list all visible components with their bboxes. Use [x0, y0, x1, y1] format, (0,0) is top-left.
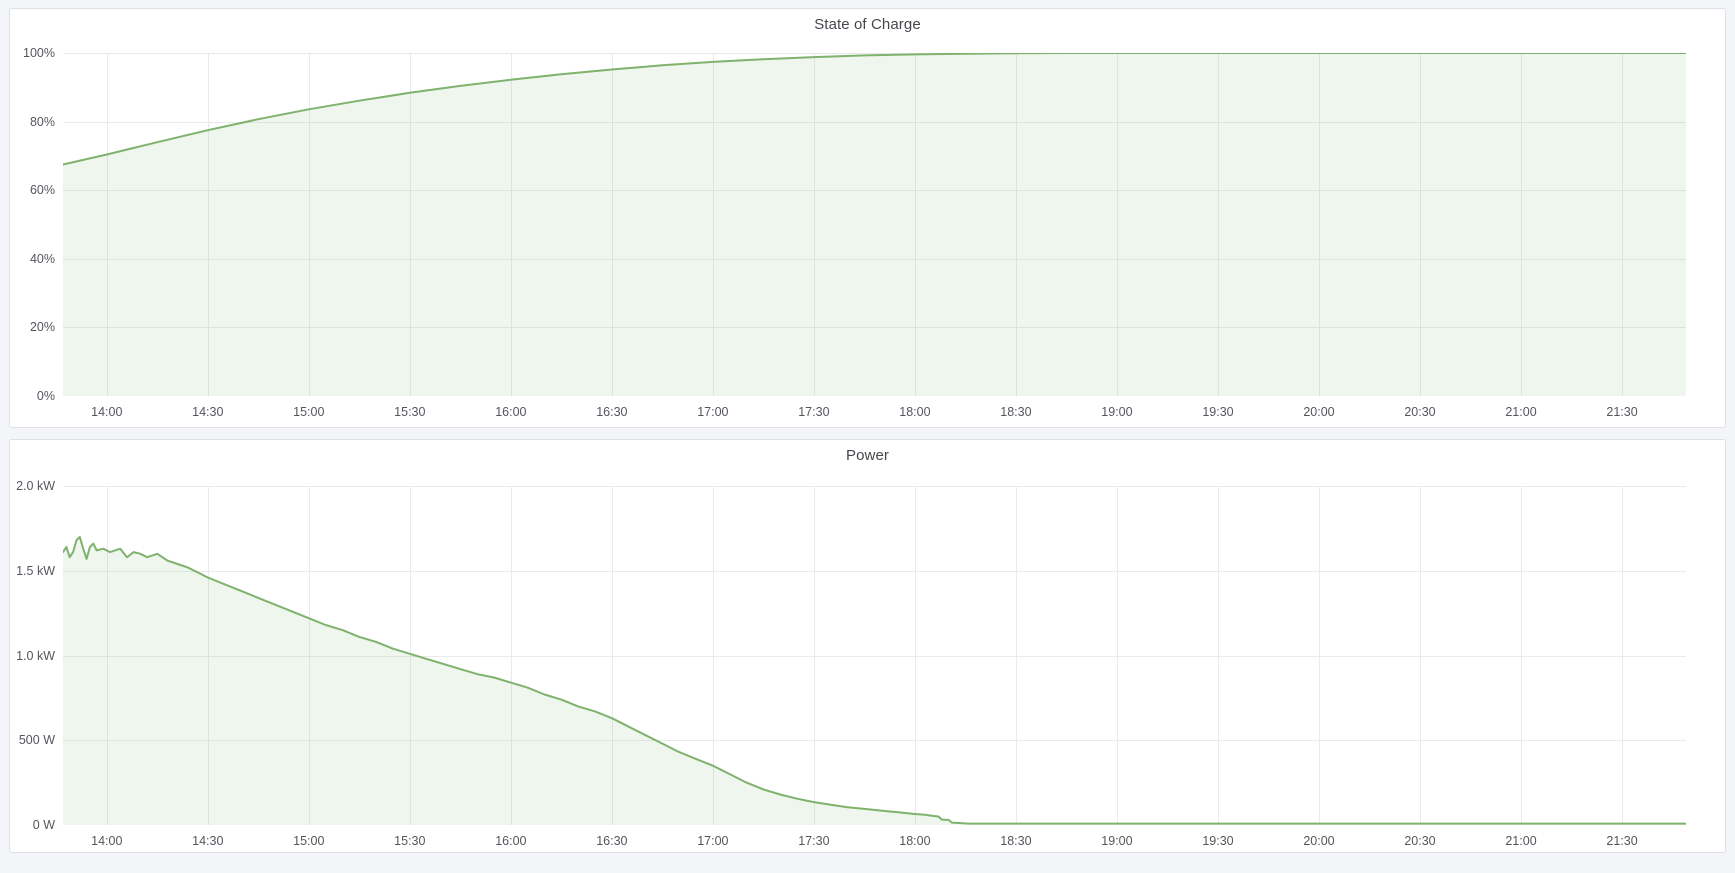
- x-tick-label: 14:30: [192, 405, 224, 419]
- x-tick-label: 18:00: [899, 405, 931, 419]
- x-tick-label: 21:00: [1505, 834, 1537, 848]
- x-tick-label: 20:00: [1303, 405, 1335, 419]
- chart-canvas: [63, 53, 1686, 396]
- x-tick-label: 14:00: [91, 405, 123, 419]
- x-tick-label: 14:30: [192, 834, 224, 848]
- gridlines: [63, 53, 1686, 396]
- x-tick-label: 17:30: [798, 834, 830, 848]
- x-tick-label: 18:00: [899, 834, 931, 848]
- series-area-fill: [63, 536, 1686, 825]
- x-tick-label: 21:30: [1606, 405, 1638, 419]
- y-tick-label: 0%: [36, 389, 55, 403]
- y-tick-label: 20%: [29, 320, 55, 335]
- x-tick-label: 17:30: [798, 405, 830, 419]
- series-line: [63, 535, 1686, 825]
- x-tick-label: 15:00: [293, 405, 325, 419]
- x-tick-label: 20:00: [1303, 834, 1335, 848]
- panel-title-state-of-charge[interactable]: State of Charge: [814, 16, 921, 33]
- gridlines: [63, 486, 1686, 825]
- panel-state-of-charge: State of Charge 0% 20% 40% 60% 80% 100% 14:00 1…: [9, 8, 1726, 428]
- x-tick-label: 14:00: [91, 834, 123, 848]
- state-of-charge-chart[interactable]: 0% 20% 40% 60% 80% 100% 14:00 14:30 15:00 15:30 16…: [23, 46, 1686, 419]
- x-tick-label: 18:30: [1000, 834, 1032, 848]
- y-tick-label: 500 W: [18, 733, 55, 748]
- x-tick-label: 19:30: [1202, 405, 1234, 419]
- series-line: [63, 53, 1686, 166]
- x-tick-label: 19:00: [1101, 405, 1133, 419]
- y-tick-label: 60%: [29, 183, 55, 198]
- x-tick-label: 20:30: [1404, 405, 1436, 419]
- power-chart[interactable]: 0 W 500 W 1.0 kW 1.5 kW 2.0 kW 14:00 14:30 15:0…: [16, 479, 1686, 848]
- x-tick-label: 18:30: [1000, 405, 1032, 419]
- x-tick-label: 15:30: [394, 405, 426, 419]
- y-tick-label: 40%: [29, 251, 55, 266]
- x-tick-label: 21:00: [1505, 405, 1537, 419]
- series-area-fill: [63, 53, 1686, 396]
- y-tick-label: 2.0 kW: [16, 479, 55, 493]
- x-tick-label: 20:30: [1404, 834, 1436, 848]
- chart-canvas: [63, 486, 1686, 825]
- y-tick-label: 1.0 kW: [16, 648, 55, 663]
- x-tick-label: 15:30: [394, 834, 426, 848]
- x-tick-label: 17:00: [697, 405, 729, 419]
- x-tick-label: 16:30: [596, 405, 628, 419]
- panel-power: Power 0 W 500 W 1.0 kW 1.5 kW 2.0 kW 14:00 14:…: [9, 439, 1726, 853]
- x-tick-label: 19:00: [1101, 834, 1133, 848]
- y-tick-label: 100%: [23, 46, 55, 60]
- y-tick-label: 80%: [29, 114, 55, 129]
- y-tick-label: 1.5 kW: [16, 563, 55, 578]
- x-tick-label: 16:00: [495, 405, 527, 419]
- x-tick-label: 17:00: [697, 834, 729, 848]
- panel-title-power[interactable]: Power: [845, 447, 890, 464]
- x-tick-label: 16:30: [596, 834, 628, 848]
- x-tick-label: 21:30: [1606, 834, 1638, 848]
- x-tick-label: 15:00: [293, 834, 325, 848]
- x-tick-label: 19:30: [1202, 834, 1234, 848]
- y-tick-label: 0 W: [32, 818, 55, 832]
- x-tick-label: 16:00: [495, 834, 527, 848]
